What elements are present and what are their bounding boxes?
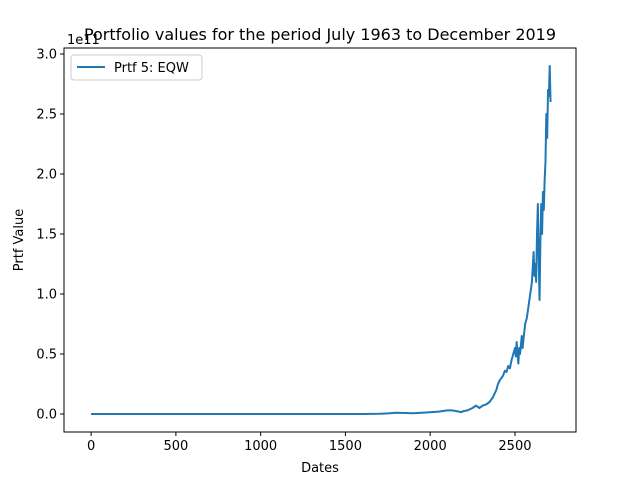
x-axis-label: Dates [301, 461, 339, 476]
x-axis-ticks: 0 500 1000 1500 2000 2500 [87, 432, 532, 454]
y-axis-ticks: 0.0 0.5 1.0 1.5 2.0 2.5 3.0 [36, 48, 64, 423]
y-tick-label: 0.0 [36, 408, 57, 423]
y-tick-label: 1.0 [36, 288, 57, 303]
y-tick-label: 3.0 [36, 48, 57, 63]
axes-frame [63, 47, 577, 433]
x-tick-label: 2000 [414, 439, 447, 454]
legend-label: Prtf 5: EQW [114, 61, 189, 76]
legend: Prtf 5: EQW [70, 54, 203, 81]
series-line-prtf-5-eqw [91, 65, 552, 415]
y-axis-offset-label: 1e11 [67, 33, 100, 48]
y-tick-label: 2.0 [36, 168, 57, 183]
x-tick-label: 2500 [498, 439, 531, 454]
y-axis-label: Prtf Value [12, 209, 27, 271]
x-tick-label: 500 [163, 439, 188, 454]
legend-box [70, 54, 203, 81]
x-tick-label: 1000 [244, 439, 277, 454]
y-tick-label: 2.5 [36, 108, 57, 123]
y-tick-label: 1.5 [36, 228, 57, 243]
x-tick-label: 1500 [329, 439, 362, 454]
y-tick-label: 0.5 [36, 348, 57, 363]
x-tick-label: 0 [87, 439, 95, 454]
plot-area [91, 65, 552, 415]
chart-title: Portfolio values for the period July 196… [84, 25, 556, 44]
